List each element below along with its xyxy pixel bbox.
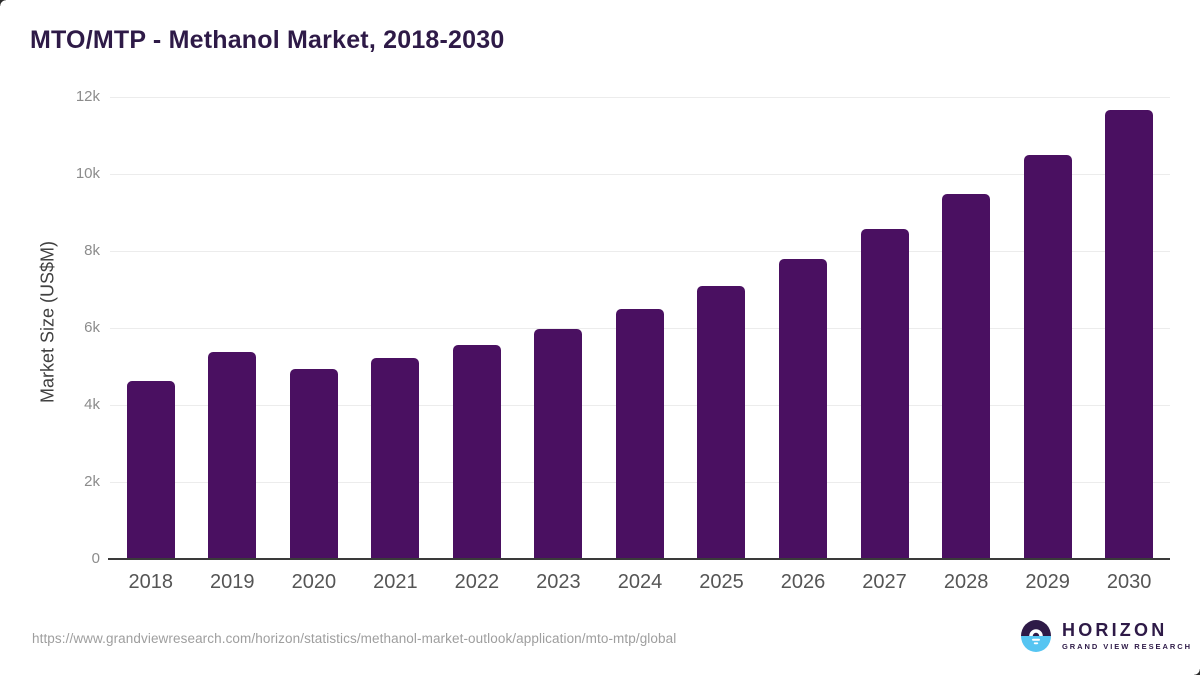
bar-2019[interactable] [208,351,257,559]
window-corner-bottom-right [1194,669,1200,675]
bar-2023[interactable] [534,328,583,559]
x-tick-label-2027: 2027 [862,571,907,593]
gridline-12k [110,97,1170,98]
bar-slot-2018 [110,97,192,559]
bar-slot-2026 [762,97,844,559]
y-tick-label-4k: 4k [84,396,100,414]
x-tick-label-2021: 2021 [373,571,418,593]
bar-slot-2021 [355,97,437,559]
bar-2020[interactable] [289,369,338,559]
x-tick-label-2025: 2025 [699,571,744,593]
x-tick-label-2029: 2029 [1025,571,1070,593]
bar-2029[interactable] [1023,154,1072,559]
bar-2024[interactable] [615,308,664,559]
y-tick-label-10k: 10k [75,165,100,182]
horizon-sunset-icon [1021,620,1051,652]
horizon-logo: HORIZON GRAND VIEW RESEARCH [1021,620,1192,652]
x-axis-line [108,558,1170,560]
y-tick-label-6k: 6k [84,319,100,336]
x-tick-label-2030: 2030 [1106,571,1152,593]
bar-2022[interactable] [452,344,501,559]
x-tick-label-2022: 2022 [454,571,500,593]
logo-name: HORIZON [1062,619,1168,640]
chart-title: MTO/MTP - Methanol Market, 2018-2030 [30,26,505,54]
bar-slot-2023 [518,97,600,559]
x-tick-label-2023: 2023 [536,571,581,593]
bar-slot-2029 [1007,97,1089,559]
gridline-10k [110,174,1170,175]
y-tick-label-0: 0 [91,550,100,567]
x-tick-label-2026: 2026 [780,571,826,593]
bar-slot-2024 [599,97,681,559]
y-tick-label-12k: 12k [75,88,100,105]
x-tick-label-2024: 2024 [617,571,663,593]
bars [110,97,1170,559]
logo-subtitle: GRAND VIEW RESEARCH [1062,641,1192,651]
x-tick-label-2018: 2018 [128,571,174,593]
y-tick-label-2k: 2k [84,473,100,491]
x-axis-labels: 2018 2019 2020 2021 2022 2023 2024 2025 2026 2027… [110,568,1170,598]
bar-2030[interactable] [1105,110,1154,559]
x-tick-label-2019: 2019 [210,571,255,593]
bar-2026[interactable] [779,258,828,559]
bar-slot-2019 [192,97,274,559]
bar-2021[interactable] [371,357,420,559]
bar-slot-2020 [273,97,355,559]
y-tick-label-8k: 8k [84,242,100,260]
bar-slot-2025 [681,97,763,559]
x-tick-label-2020: 2020 [291,571,337,593]
bar-2028[interactable] [942,193,991,559]
bar-slot-2022 [436,97,518,559]
bar-2018[interactable] [126,380,175,559]
bar-slot-2028 [925,97,1007,559]
x-tick-label-2028: 2028 [943,571,989,593]
bar-slot-2027 [844,97,926,559]
bar-slot-2030 [1088,97,1170,559]
plot-area [108,97,1170,560]
y-axis-ticks: 0 2k 4k 6k 8k 10k 12k [0,88,100,567]
gridline-8k [110,251,1170,253]
window-corner-top-left [0,0,6,6]
logo-text-block: HORIZON GRAND VIEW RESEARCH [1062,619,1192,651]
source-url: https://www.grandviewresearch.com/horizo… [32,631,677,646]
bar-2025[interactable] [697,285,746,559]
bar-2027[interactable] [860,228,909,559]
